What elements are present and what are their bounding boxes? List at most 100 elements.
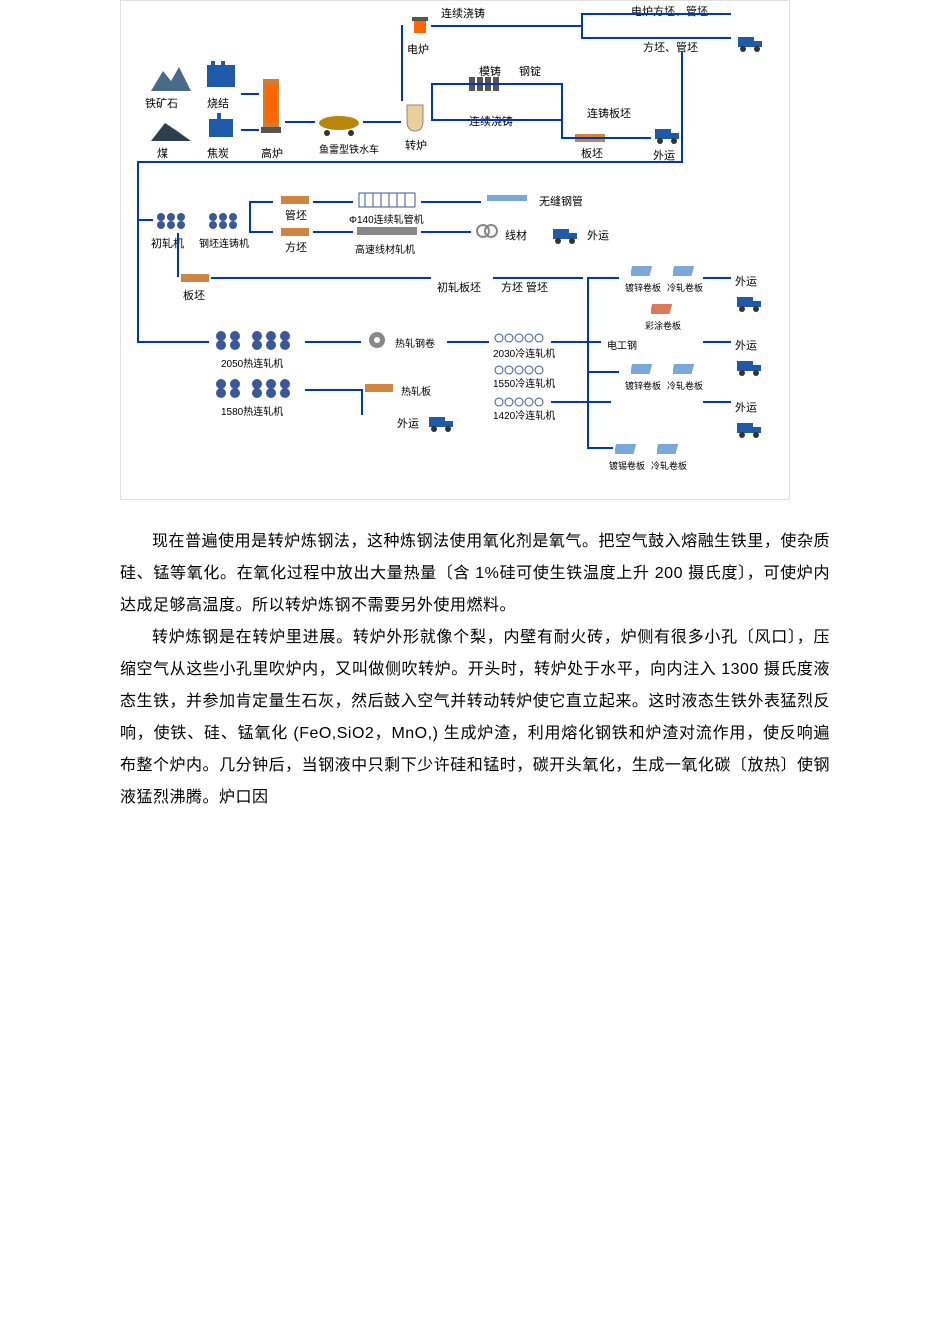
tin-coil-icon [615, 441, 639, 457]
paragraph-2: 转炉炼钢是在转炉里进展。转炉外形就像个梨，内壁有耐火砖，炉侧有很多小孔〔风口〕，… [120, 622, 830, 814]
label-sinter: 烧结 [207, 95, 229, 111]
sinter-icon [203, 61, 239, 91]
line [493, 277, 583, 279]
label-transport6: 外运 [735, 399, 757, 415]
label-blast-furnace: 高炉 [261, 145, 283, 161]
line [137, 219, 153, 221]
label-slab2: 板坯 [183, 287, 205, 303]
label-rough-slab: 初轧板坯 [437, 279, 481, 295]
label-cold-coil3: 冷轧卷板 [651, 459, 687, 472]
label-billet-caster: 钢坯连铸机 [199, 235, 249, 250]
truck-icon [427, 409, 455, 433]
line [587, 277, 619, 279]
line [431, 83, 561, 85]
label-torpedo: 鱼雷型铁水车 [319, 141, 379, 156]
label-square-billet: 方坯 [285, 239, 307, 255]
label-cold-coil: 冷轧卷板 [667, 281, 703, 294]
line [703, 341, 731, 343]
label-continuous-cast: 连续浇铸 [441, 5, 485, 21]
label-wire: 线材 [505, 227, 527, 243]
steel-process-diagram: 连续浇铸 电炉方坯、管坯 电炉 方坯、管坯 铁矿石 烧结 煤 焦炭 [120, 0, 790, 500]
line [561, 83, 563, 139]
electric-furnace-icon [406, 13, 434, 37]
line [421, 231, 471, 233]
line [581, 13, 731, 15]
galv-coil-icon [631, 263, 655, 279]
line [431, 83, 433, 121]
cold-coil-icon [673, 263, 697, 279]
label-cc-slab: 连铸板坯 [587, 105, 631, 121]
sq-billet-icon [281, 225, 309, 237]
label-color-coil: 彩涂卷板 [645, 319, 681, 332]
coal-icon [151, 117, 191, 141]
label-galv-coil2: 镀锌卷板 [625, 379, 661, 392]
line [587, 447, 613, 449]
line [681, 51, 683, 163]
seamless-icon [485, 191, 529, 205]
line [305, 341, 361, 343]
line [363, 121, 401, 123]
label-seamless: 无缝钢管 [539, 193, 583, 209]
label-tin-coil: 镀锡卷板 [609, 459, 645, 472]
line [241, 93, 259, 95]
label-billet-pipe: 方坯、管坯 [643, 39, 698, 55]
cold-coil3-icon [657, 441, 681, 457]
label-hot-coil: 热轧钢卷 [395, 335, 435, 350]
coke-icon [203, 113, 239, 141]
line [361, 389, 363, 415]
line [561, 137, 651, 139]
galv-coil2-icon [631, 361, 655, 377]
label-eaf-billet: 电炉方坯、管坯 [631, 3, 708, 19]
pipe-billet-icon [281, 193, 309, 205]
torpedo-icon [317, 113, 361, 137]
cold-1550-icon [493, 363, 547, 375]
line [703, 401, 731, 403]
line [211, 277, 431, 279]
line [703, 277, 731, 279]
label-cc2: 连续浇铸 [469, 113, 513, 129]
line [249, 201, 273, 203]
line [421, 201, 481, 203]
label-coke: 焦炭 [207, 145, 229, 161]
label-electric-furnace: 电炉 [407, 41, 429, 57]
iron-ore-icon [151, 63, 191, 91]
label-hot-mill-2050: 2050热连轧机 [221, 355, 283, 370]
label-slab: 板坯 [581, 145, 603, 161]
truck-icon [736, 29, 764, 53]
label-wire-mill: 高速线材轧机 [355, 241, 415, 256]
hot-coil-icon [365, 331, 389, 349]
cold-1420-icon [493, 395, 547, 407]
line [431, 119, 561, 121]
label-cold-coil2: 冷轧卷板 [667, 379, 703, 392]
wire-mill-icon [357, 223, 417, 239]
label-transport3: 外运 [735, 273, 757, 289]
line [447, 341, 489, 343]
label-galv-coil: 镀锌卷板 [625, 281, 661, 294]
label-rough-mill: 初轧机 [151, 235, 184, 251]
rough-mill-icon [155, 211, 195, 231]
color-coil-icon [651, 301, 675, 317]
hot-mill-2050-icon [213, 329, 301, 351]
label-hot-plate: 热轧板 [401, 383, 431, 398]
hot-mill-1580-icon [213, 377, 301, 399]
line [313, 231, 353, 233]
line [249, 201, 251, 233]
label-sq-pipe: 方坯 管坯 [501, 279, 548, 295]
label-pipe-billet: 管坯 [285, 207, 307, 223]
truck-icon [735, 415, 763, 439]
truck-icon [551, 221, 579, 245]
line [177, 233, 179, 277]
blast-furnace-icon [259, 71, 283, 135]
cold-coil2-icon [673, 361, 697, 377]
line [241, 129, 259, 131]
line [551, 401, 611, 403]
line [401, 25, 403, 101]
converter-icon [403, 101, 427, 133]
body-text: 现在普遍使用是转炉炼钢法，这种炼钢法使用氧化剂是氧气。把空气鼓入熔融生铁里，使杂… [120, 526, 830, 814]
billet-caster-icon [207, 211, 247, 231]
label-elec-steel: 电工钢 [607, 337, 637, 352]
line [313, 201, 353, 203]
label-transport2: 外运 [587, 227, 609, 243]
line [305, 389, 361, 391]
paragraph-1: 现在普遍使用是转炉炼钢法，这种炼钢法使用氧化剂是氧气。把空气鼓入熔融生铁里，使杂… [120, 526, 830, 622]
